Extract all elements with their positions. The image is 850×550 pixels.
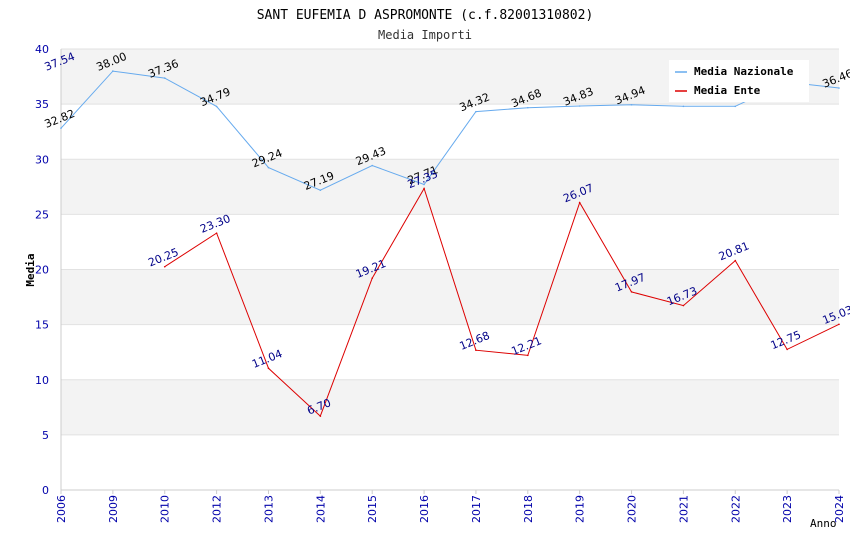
legend-box: [669, 60, 809, 102]
data-point: [630, 103, 633, 106]
data-point: [215, 105, 218, 108]
data-point: [267, 367, 270, 370]
data-point: [423, 183, 425, 186]
data-point: [475, 349, 477, 352]
data-point: [527, 354, 529, 357]
y-tick-label: 15: [35, 319, 49, 332]
data-point: [578, 201, 581, 204]
data-point: [60, 127, 62, 129]
x-axis-label: Anno: [810, 517, 837, 530]
data-label: 12.21: [509, 334, 543, 358]
chart-subtitle: Media Importi: [378, 28, 472, 42]
x-tick-label: 2019: [574, 495, 587, 523]
chart-title: SANT EUFEMIA D ASPROMONTE (c.f.820013108…: [257, 8, 594, 23]
series-line-1: [164, 187, 840, 417]
data-point: [578, 105, 581, 107]
data-point: [423, 187, 425, 190]
data-point: [112, 70, 114, 72]
x-tick-label: 2017: [470, 495, 483, 523]
data-point: [371, 277, 374, 280]
data-point: [267, 166, 270, 169]
x-tick-label: 2020: [626, 495, 639, 523]
y-tick-label: 35: [35, 98, 49, 111]
grid-band: [61, 159, 839, 215]
data-point: [786, 348, 788, 351]
y-tick-label: 25: [35, 208, 49, 221]
x-tick-label: 2006: [55, 495, 68, 523]
x-tick-label: 2016: [418, 495, 431, 523]
data-point: [371, 164, 374, 167]
data-point: [838, 87, 840, 89]
data-point: [630, 291, 633, 293]
data-point: [215, 232, 218, 234]
y-axis-label: Media: [24, 253, 37, 286]
x-tick-label: 2010: [159, 495, 172, 523]
data-point: [682, 304, 685, 307]
series-line-0: [60, 70, 840, 191]
data-point: [319, 189, 322, 192]
x-tick-label: 2022: [729, 495, 742, 523]
data-label: 11.04: [250, 347, 284, 371]
data-point: [475, 110, 477, 113]
x-tick-label: 2023: [781, 495, 794, 523]
x-tick-label: 2013: [262, 495, 275, 523]
grid-band: [61, 269, 839, 325]
data-label: 23.30: [198, 212, 232, 236]
y-tick-label: 30: [35, 153, 49, 166]
data-point: [319, 415, 322, 417]
x-tick-label: 2012: [211, 495, 224, 523]
data-label: 20.25: [146, 246, 180, 270]
x-tick-label: 2015: [366, 495, 379, 523]
y-tick-label: 0: [42, 484, 49, 497]
x-tick-label: 2024: [833, 495, 846, 523]
data-point: [527, 106, 529, 109]
data-label: 12.75: [769, 328, 803, 352]
data-point: [682, 105, 685, 108]
grid-band: [61, 379, 839, 435]
data-label: 20.81: [717, 239, 751, 263]
data-point: [734, 259, 737, 262]
x-tick-label: 2014: [314, 495, 327, 523]
legend-label-nazionale: Media Nazionale: [694, 65, 794, 78]
y-tick-label: 20: [35, 264, 49, 277]
y-tick-label: 5: [42, 429, 49, 442]
data-point: [163, 265, 166, 268]
data-point: [163, 77, 166, 79]
y-tick-label: 10: [35, 374, 49, 387]
x-tick-label: 2021: [677, 495, 690, 523]
x-tick-label: 2009: [107, 495, 120, 523]
legend: Media Nazionale Media Ente: [669, 60, 809, 102]
data-label: 12.68: [458, 329, 492, 353]
y-tick-label: 40: [35, 43, 49, 56]
data-point: [734, 105, 737, 108]
legend-label-ente: Media Ente: [694, 84, 761, 97]
x-tick-label: 2018: [522, 495, 535, 523]
data-point: [838, 323, 840, 326]
